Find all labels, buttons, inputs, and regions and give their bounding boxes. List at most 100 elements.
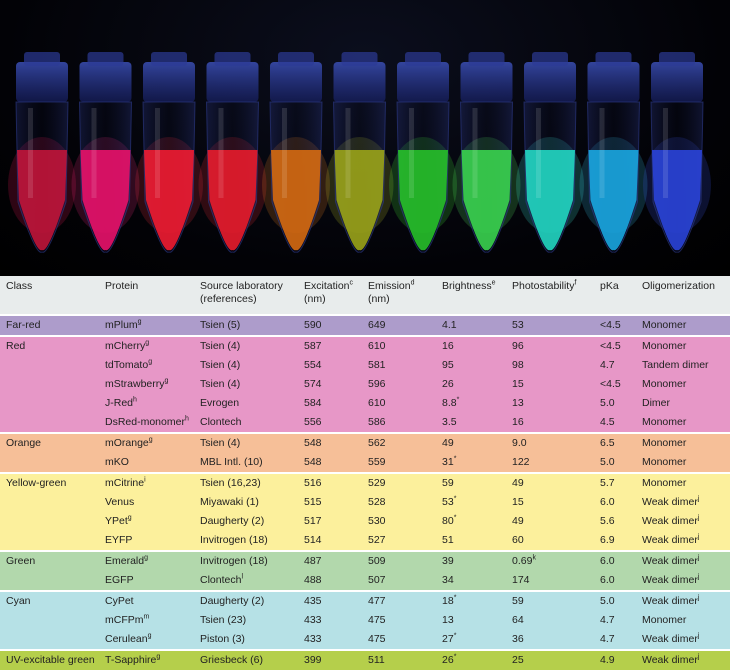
cell-oligomerization: Weak dimerj	[638, 550, 730, 571]
tube-liquid	[334, 150, 385, 251]
cell-emission: 610	[364, 394, 438, 413]
tube-cap	[333, 62, 386, 102]
cell-brightness: 31*	[438, 453, 508, 473]
cell-excitation: 574	[300, 375, 364, 394]
tube-cap	[143, 62, 195, 102]
cell-photostability: 174	[508, 571, 596, 591]
cell-protein: EGFP	[101, 571, 196, 591]
header-protein: Protein	[101, 276, 196, 315]
cell-photostability: 13	[508, 394, 596, 413]
cell-class	[0, 375, 101, 394]
cell-oligomerization: Monomer	[638, 432, 730, 453]
cell-excitation: 554	[300, 356, 364, 375]
tube-liquid	[588, 150, 639, 251]
cell-emission: 528	[364, 493, 438, 512]
cell-pka: <4.5	[596, 314, 638, 336]
cell-source: Tsien (23)	[196, 611, 300, 630]
cell-emission: 586	[364, 413, 438, 433]
cell-emission: 477	[364, 590, 438, 611]
cell-excitation: 514	[300, 531, 364, 551]
table-row: UV-excitable green T-Sapphireg Griesbeck (…	[0, 649, 730, 670]
tube	[135, 52, 203, 253]
cell-protein: mCitrinei	[101, 472, 196, 493]
cell-protein: mCherryg	[101, 335, 196, 356]
cell-excitation: 587	[300, 335, 364, 356]
cell-class	[0, 571, 101, 591]
cell-source: Invitrogen (18)	[196, 550, 300, 571]
cell-class	[0, 453, 101, 473]
tube	[452, 52, 521, 253]
table-row: Ceruleang Piston (3) 433 475 27* 36 4.7 Weak di…	[0, 630, 730, 650]
cell-class: Yellow-green	[0, 472, 101, 493]
cell-brightness: 3.5	[438, 413, 508, 433]
cell-emission: 596	[364, 375, 438, 394]
cell-class: Red	[0, 335, 101, 356]
tube-cap	[587, 62, 640, 102]
cell-oligomerization: Dimer	[638, 394, 730, 413]
cell-source: Tsien (5)	[196, 314, 300, 336]
header-emission: Emissiond (nm)	[364, 276, 438, 315]
tube-cap	[524, 62, 576, 102]
cell-excitation: 488	[300, 571, 364, 591]
cell-emission: 530	[364, 512, 438, 531]
tube-hinge	[659, 52, 695, 66]
cell-oligomerization: Weak dimerj	[638, 649, 730, 670]
cell-protein: T-Sapphireg	[101, 649, 196, 670]
cell-pka: 6.9	[596, 531, 638, 551]
tube-liquid	[17, 150, 67, 251]
header-oligomerization: Oligomerization	[638, 276, 730, 315]
cell-source: Tsien (4)	[196, 432, 300, 453]
cell-brightness: 27*	[438, 630, 508, 650]
cell-emission: 511	[364, 649, 438, 670]
cell-emission: 507	[364, 571, 438, 591]
cell-class	[0, 611, 101, 630]
tube-hinge	[87, 52, 124, 66]
tube-hinge	[468, 52, 505, 66]
cell-source: Tsien (4)	[196, 335, 300, 356]
cell-emission: 649	[364, 314, 438, 336]
cell-pka: 4.9	[596, 649, 638, 670]
tube-highlight	[155, 108, 160, 198]
cell-source: Tsien (4)	[196, 375, 300, 394]
cell-class	[0, 512, 101, 531]
cell-brightness: 39	[438, 550, 508, 571]
cell-photostability: 36	[508, 630, 596, 650]
table-row: Yellow-green mCitrinei Tsien (16,23) 516 529…	[0, 472, 730, 493]
tube-liquid	[398, 150, 448, 251]
tube	[325, 52, 394, 253]
cell-source: Tsien (4)	[196, 356, 300, 375]
cell-pka: 4.7	[596, 630, 638, 650]
cell-photostability: 9.0	[508, 432, 596, 453]
cell-excitation: 556	[300, 413, 364, 433]
cell-brightness: 51	[438, 531, 508, 551]
cell-pka: 5.0	[596, 394, 638, 413]
cell-photostability: 60	[508, 531, 596, 551]
cell-photostability: 98	[508, 356, 596, 375]
cell-source: Evrogen	[196, 394, 300, 413]
cell-excitation: 590	[300, 314, 364, 336]
cell-pka: <4.5	[596, 335, 638, 356]
tube-cap	[16, 62, 68, 102]
cell-oligomerization: Monomer	[638, 453, 730, 473]
tube-hinge	[595, 52, 632, 66]
cell-source: Daugherty (2)	[196, 512, 300, 531]
tube	[516, 52, 584, 253]
cell-protein: mOrangeg	[101, 432, 196, 453]
tube-cap	[460, 62, 513, 102]
tube-highlight	[472, 108, 478, 198]
cell-class	[0, 394, 101, 413]
cell-source: Daugherty (2)	[196, 590, 300, 611]
table-row: EYFP Invitrogen (18) 514 527 51 60 6.9 Weak dim…	[0, 531, 730, 551]
cell-source: Piston (3)	[196, 630, 300, 650]
tube-highlight	[345, 108, 351, 198]
table-row: YPetg Daugherty (2) 517 530 80* 49 5.6 Weak dim…	[0, 512, 730, 531]
cell-protein: Emeraldg	[101, 550, 196, 571]
cell-class: Far-red	[0, 314, 101, 336]
cell-emission: 562	[364, 432, 438, 453]
cell-emission: 529	[364, 472, 438, 493]
cell-brightness: 16	[438, 335, 508, 356]
cell-source: Miyawaki (1)	[196, 493, 300, 512]
cell-brightness: 13	[438, 611, 508, 630]
tube	[579, 52, 648, 253]
cell-pka: 6.5	[596, 432, 638, 453]
